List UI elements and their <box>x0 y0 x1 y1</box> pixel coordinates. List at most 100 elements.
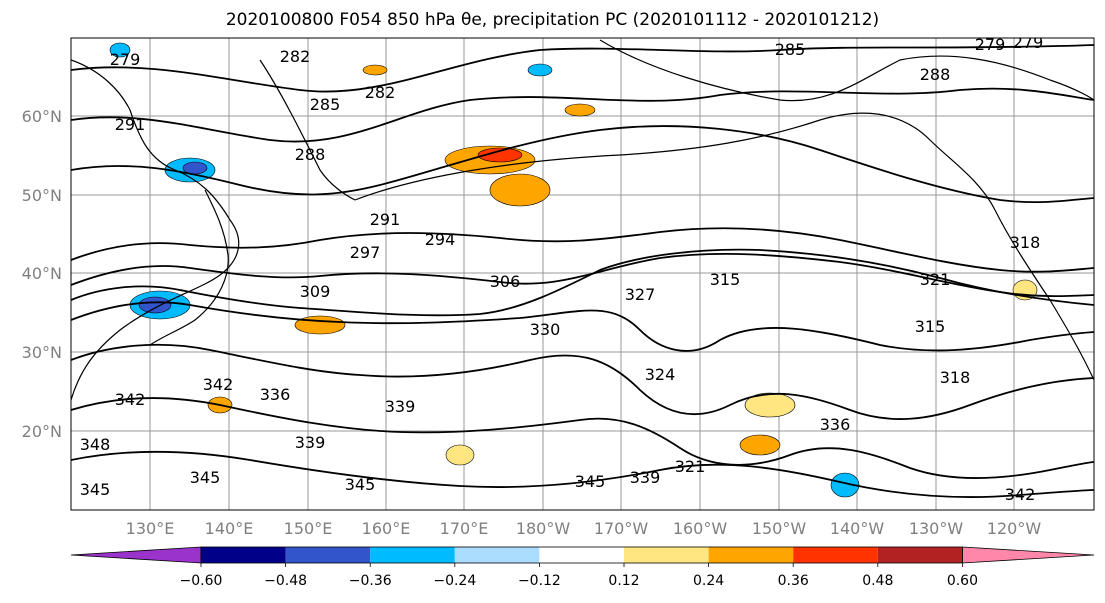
contour-label: 285 <box>775 40 806 59</box>
contour-label: 285 <box>310 95 341 114</box>
contour-label: 294 <box>425 230 456 249</box>
contour-label: 315 <box>710 270 741 289</box>
longitude-label: 160°W <box>673 519 728 538</box>
latitude-label: 20°N <box>22 422 62 441</box>
longitude-labels: 130°E 140°E 150°E 160°E 170°E 180°W 170°W 160°W… <box>126 519 1042 538</box>
colorbar-extend-high <box>962 546 1095 564</box>
colorbar-outline <box>200 546 963 564</box>
contour-label: 288 <box>295 145 326 164</box>
contour-label: 306 <box>490 272 521 291</box>
contour-label: 345 <box>80 480 111 499</box>
contour-label: 345 <box>190 468 221 487</box>
colorbar-tick-label: −0.12 <box>518 573 561 589</box>
map-border <box>70 37 1095 511</box>
colorbar-tick-label: 0.24 <box>693 573 724 589</box>
precipitation-patch <box>138 296 172 314</box>
longitude-label: 180°W <box>516 519 571 538</box>
precipitation-patch <box>477 147 523 163</box>
latitude-label: 30°N <box>22 343 62 362</box>
contour-label: 345 <box>575 472 606 491</box>
contour-line <box>71 301 1094 352</box>
longitude-label: 120°W <box>987 519 1042 538</box>
longitude-label: 160°E <box>362 519 411 538</box>
contour-label: 291 <box>370 210 401 229</box>
contour-label: 318 <box>940 368 971 387</box>
contour-label: 339 <box>295 433 326 452</box>
asia-coastline <box>71 59 240 401</box>
longitude-label: 150°W <box>752 519 807 538</box>
colorbar-segment <box>285 547 371 563</box>
precipitation-patch <box>564 103 596 117</box>
contour-label: 282 <box>280 47 311 66</box>
theta-e-contours <box>71 44 1094 498</box>
longitude-label: 170°W <box>594 519 649 538</box>
latitude-label: 40°N <box>22 264 62 283</box>
colorbar-tick-label: −0.36 <box>349 573 392 589</box>
precipitation-patch <box>294 315 346 335</box>
contour-label: 336 <box>260 385 291 404</box>
contour-label: 345 <box>345 475 376 494</box>
contour-label: 342 <box>203 375 234 394</box>
map-title: 2020100800 F054 850 hPa θe, precipitatio… <box>225 10 880 30</box>
contour-line <box>71 450 1094 498</box>
contour-label: 330 <box>530 320 561 339</box>
latitude-label: 60°N <box>22 107 62 126</box>
contour-line <box>71 227 1094 273</box>
precipitation-patch <box>739 434 781 456</box>
contour-label: 309 <box>300 282 331 301</box>
contour-line <box>71 397 1094 479</box>
colorbar-segment <box>624 547 709 563</box>
contour-label: 339 <box>630 468 661 487</box>
contour-label: 324 <box>645 365 676 384</box>
contour-label: 297 <box>350 243 381 262</box>
longitude-label: 170°E <box>440 519 489 538</box>
contour-label: 318 <box>1010 233 1041 252</box>
map-area: 279 282 279 282 279 288 285 291 288 285 291 297 294 3… <box>71 33 1094 510</box>
longitude-label: 140°W <box>830 519 885 538</box>
colorbar-segment <box>539 547 624 563</box>
precipitation-patch <box>362 64 388 76</box>
contour-label: 279 <box>110 50 141 69</box>
longitude-label: 130°W <box>909 519 964 538</box>
contour-line <box>71 87 1094 143</box>
contour-line <box>71 253 1094 298</box>
longitude-label: 130°E <box>126 519 175 538</box>
japan-coastline <box>149 189 229 346</box>
contour-label: 327 <box>625 285 656 304</box>
contour-line <box>71 343 1094 420</box>
colorbar-segment <box>201 547 286 563</box>
longitude-label: 150°E <box>284 519 333 538</box>
contour-label: 336 <box>820 415 851 434</box>
contour-label: 321 <box>675 457 706 476</box>
colorbar-tick-labels: −0.60 −0.48 −0.36 −0.24 −0.12 0.12 0.24 0.36 0.4… <box>180 563 978 589</box>
colorbar-segment <box>454 547 540 563</box>
precipitation-patch <box>109 42 131 58</box>
colorbar <box>70 546 1095 564</box>
colorbar-tick-label: −0.24 <box>433 573 476 589</box>
precipitation-patch <box>527 63 553 77</box>
longitude-label: 140°E <box>205 519 254 538</box>
colorbar-tick-label: 0.36 <box>778 573 809 589</box>
contour-label: 279 <box>1013 33 1044 52</box>
contour-label: 321 <box>920 270 951 289</box>
contour-label: 339 <box>385 397 416 416</box>
colorbar-tick-label: 0.12 <box>608 573 639 589</box>
contour-line <box>71 44 1094 93</box>
precipitation-patch <box>489 173 551 207</box>
colorbar-segment <box>877 547 963 563</box>
contour-label: 315 <box>915 317 946 336</box>
contour-label: 342 <box>115 390 146 409</box>
contour-label: 348 <box>80 435 111 454</box>
alaska-coastline <box>599 39 1094 102</box>
precipitation-patch <box>830 472 860 498</box>
contour-line <box>71 125 1094 204</box>
precipitation-patch <box>445 444 475 466</box>
colorbar-segment <box>793 547 878 563</box>
latitude-labels: 20°N 30°N 40°N 50°N 60°N <box>22 107 62 441</box>
contour-label: 288 <box>920 65 951 84</box>
precipitation-patch <box>744 392 796 418</box>
precipitation-shading <box>109 42 1038 498</box>
latitude-label: 50°N <box>22 186 62 205</box>
colorbar-tick-label: −0.60 <box>180 573 223 589</box>
